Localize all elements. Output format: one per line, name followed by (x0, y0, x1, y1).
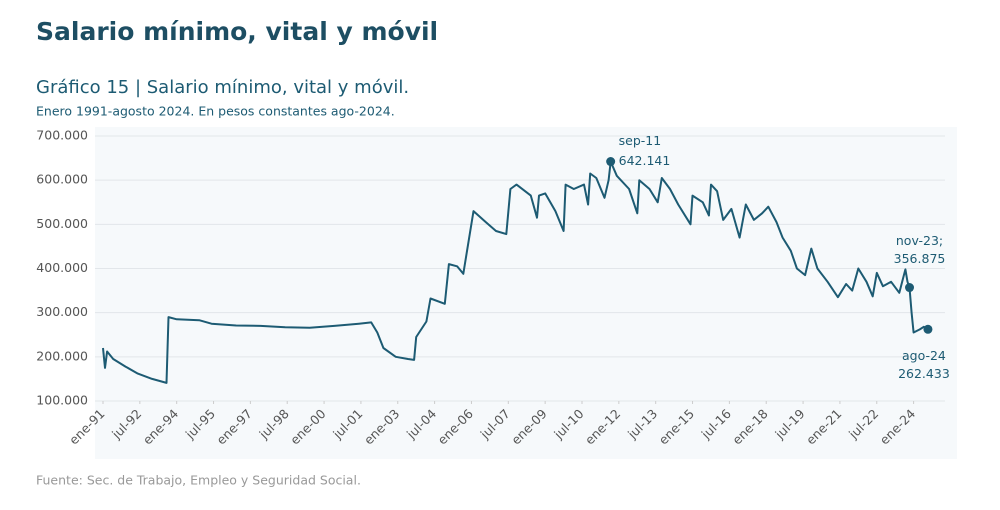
annotation-label: sep-11 (619, 133, 662, 148)
annotation-marker (923, 324, 933, 334)
y-tick-label: 500.000 (36, 216, 88, 231)
y-tick-label: 200.000 (36, 348, 88, 363)
y-tick-label: 100.000 (36, 393, 88, 408)
data-line (102, 160, 929, 384)
annotation-value: 356.875 (894, 251, 946, 266)
source-note: Fuente: Sec. de Trabajo, Empleo y Seguri… (36, 473, 361, 488)
annotation-marker (606, 157, 616, 167)
annotation-value: 262.433 (898, 366, 950, 381)
annotation-label: nov-23; (896, 233, 943, 248)
chart-subtitle: Enero 1991-agosto 2024. En pesos constan… (36, 104, 395, 119)
y-tick-label: 400.000 (36, 260, 88, 275)
y-tick-label: 600.000 (36, 172, 88, 187)
chart-title: Gráfico 15 | Salario mínimo, vital y móv… (36, 77, 409, 98)
annotation-marker (905, 283, 915, 293)
y-tick-label: 700.000 (36, 128, 88, 143)
annotation-label: ago-24 (902, 348, 946, 363)
page-heading: Salario mínimo, vital y móvil (36, 17, 438, 46)
y-tick-label: 300.000 (36, 304, 88, 319)
plot-background (95, 127, 957, 459)
annotation-value: 642.141 (619, 153, 671, 168)
